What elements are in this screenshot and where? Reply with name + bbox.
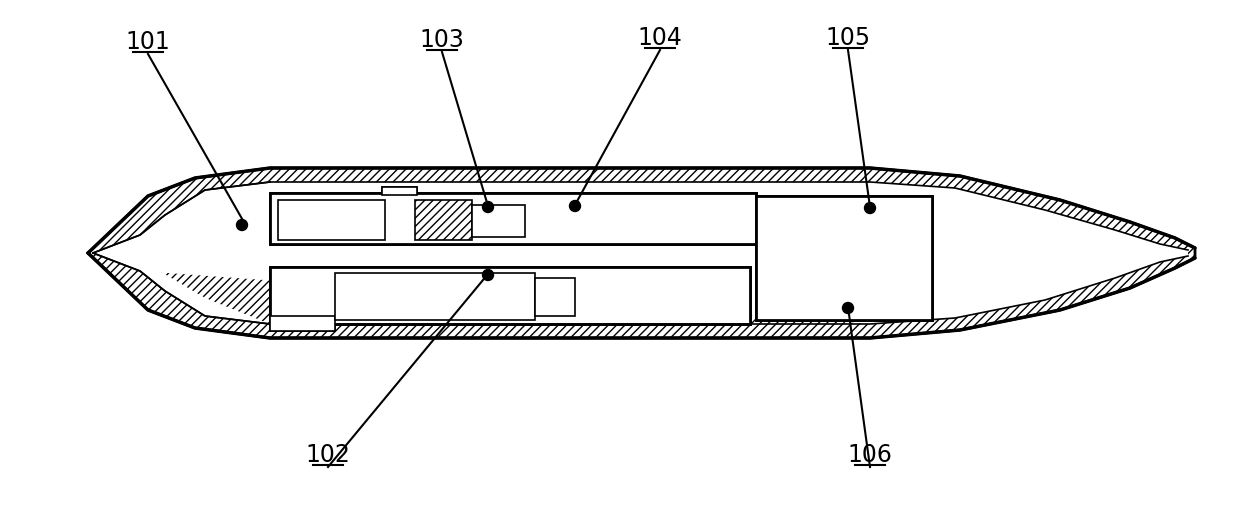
Bar <box>278 200 384 240</box>
Text: 105: 105 <box>826 26 870 50</box>
Circle shape <box>482 270 494 280</box>
Bar <box>270 267 750 324</box>
Bar <box>270 193 756 244</box>
Bar <box>534 278 575 316</box>
Bar <box>270 267 750 324</box>
Bar <box>270 316 335 331</box>
Polygon shape <box>93 182 270 253</box>
Text: 102: 102 <box>305 443 351 467</box>
Circle shape <box>237 220 248 231</box>
Bar <box>278 200 384 240</box>
Circle shape <box>864 202 875 213</box>
Bar <box>382 187 417 195</box>
Bar <box>472 205 525 237</box>
Text: 101: 101 <box>125 30 170 54</box>
Bar <box>625 193 665 208</box>
Bar <box>270 244 870 267</box>
Bar <box>575 285 605 310</box>
Bar <box>756 196 932 320</box>
Circle shape <box>569 200 580 211</box>
Bar <box>382 187 417 195</box>
Bar <box>270 267 750 324</box>
Bar <box>270 182 870 193</box>
Circle shape <box>482 201 494 212</box>
Bar <box>335 273 534 320</box>
Bar <box>472 205 525 237</box>
Text: 103: 103 <box>419 28 465 52</box>
Bar <box>525 198 590 240</box>
Polygon shape <box>88 168 1195 338</box>
Text: 104: 104 <box>637 26 682 50</box>
Bar <box>335 273 534 320</box>
Bar <box>415 200 472 240</box>
Bar <box>534 278 575 316</box>
Circle shape <box>842 303 853 313</box>
Bar <box>270 193 756 244</box>
Bar <box>590 205 630 237</box>
Text: 106: 106 <box>848 443 893 467</box>
Polygon shape <box>93 253 270 324</box>
Polygon shape <box>93 182 1188 324</box>
Bar <box>270 193 756 244</box>
Bar <box>625 208 650 244</box>
Bar <box>415 200 472 240</box>
Bar <box>756 196 932 320</box>
Bar <box>270 316 335 331</box>
